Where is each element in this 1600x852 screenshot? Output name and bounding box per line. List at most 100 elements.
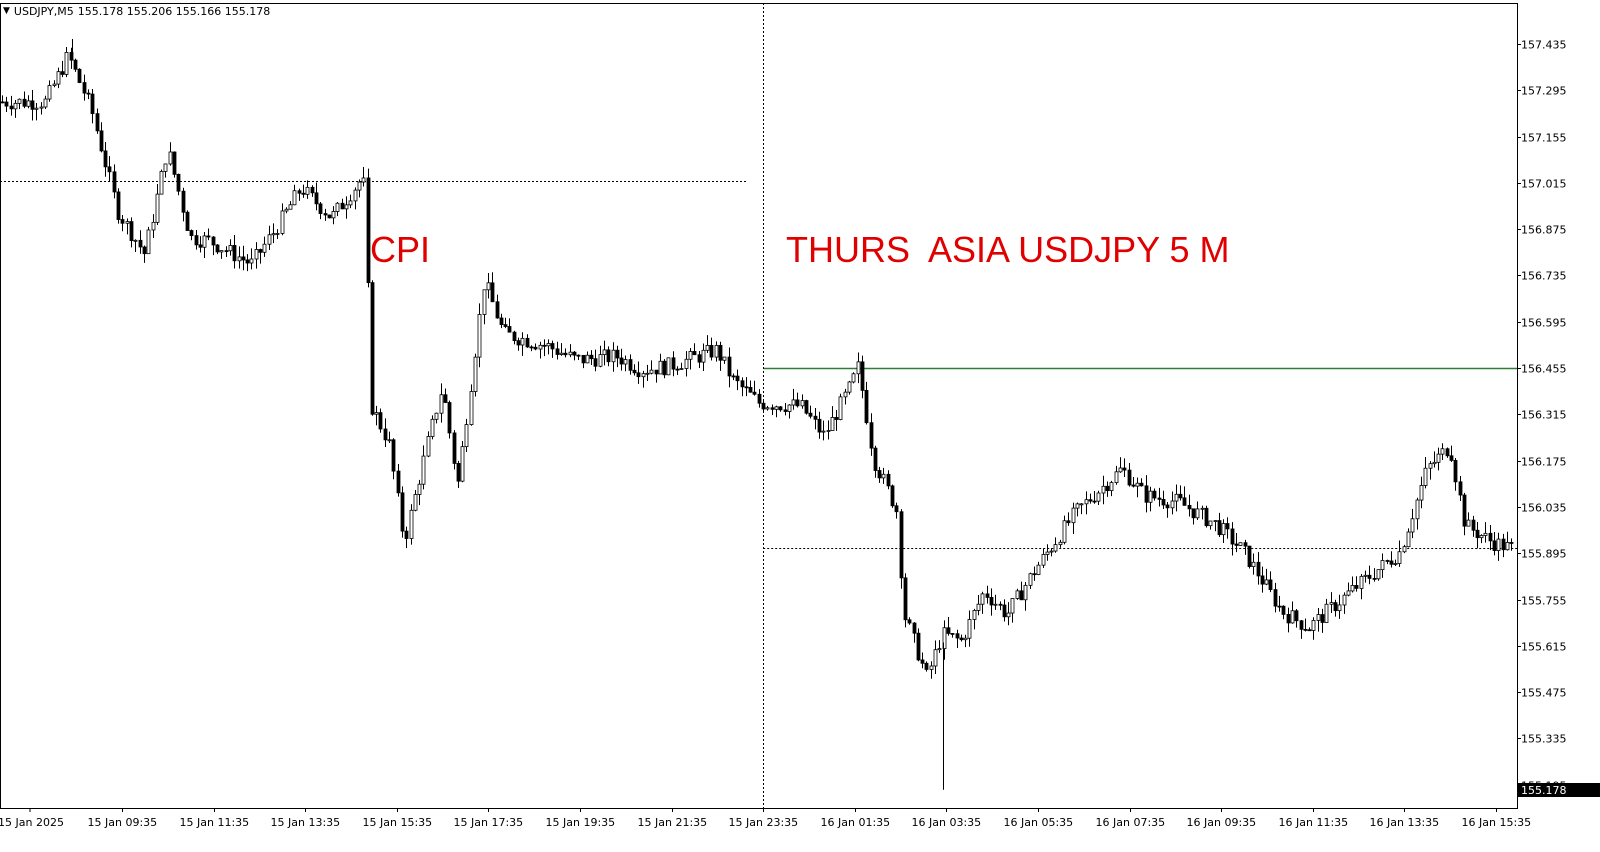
candle-body: [563, 352, 568, 356]
candle-body: [675, 368, 680, 371]
candle-body: [1294, 610, 1299, 622]
candle-body: [275, 233, 280, 235]
time-label: 15 Jan 2025: [0, 816, 64, 829]
candle-body: [1045, 551, 1050, 555]
candle-body: [202, 235, 207, 248]
candle-body: [830, 417, 835, 431]
candle-body: [1152, 490, 1157, 499]
candle-body: [804, 400, 809, 414]
candle-body: [1329, 602, 1334, 605]
candle-body: [1127, 469, 1132, 486]
candle-body: [912, 622, 917, 634]
price-label: 157.155: [1521, 132, 1567, 145]
candle-body: [1458, 481, 1463, 496]
candle-body: [890, 485, 895, 507]
candle-body: [1036, 564, 1041, 575]
candle-body: [950, 633, 955, 635]
candle-body: [881, 473, 886, 479]
candle-body: [443, 394, 448, 403]
candle-body: [1088, 499, 1093, 502]
candle-body: [946, 627, 951, 634]
candle-body: [107, 166, 112, 173]
candle-body: [288, 204, 293, 210]
session-annotation: THURS ASIA USDJPY 5 M: [786, 229, 1230, 270]
candle-body: [1436, 453, 1441, 463]
candle-body: [249, 258, 254, 264]
candle-body: [1062, 520, 1067, 543]
time-label: 16 Jan 07:35: [1096, 816, 1166, 829]
candle-body: [133, 239, 138, 242]
time-label: 16 Jan 09:35: [1187, 816, 1257, 829]
candle-body: [1023, 584, 1028, 601]
candle-body: [998, 603, 1003, 606]
candle-body: [34, 107, 39, 110]
candle-body: [1492, 540, 1497, 551]
candle-body: [267, 234, 272, 245]
candle-body: [688, 351, 693, 360]
candle-body: [1006, 612, 1011, 618]
candle-body: [525, 337, 530, 348]
candle-body: [1496, 538, 1501, 551]
candle-body: [598, 354, 603, 367]
candle-body: [1273, 589, 1278, 607]
candle-body: [1316, 614, 1321, 621]
candle-body: [1346, 590, 1351, 596]
candle-body: [1406, 531, 1411, 548]
candle-body: [1505, 542, 1510, 551]
candle-body: [727, 356, 732, 377]
candle-body: [460, 446, 465, 482]
candle-body: [64, 52, 69, 75]
candle-body: [778, 406, 783, 411]
candle-body: [1105, 485, 1110, 492]
candle-body: [159, 171, 164, 195]
candle-body: [1032, 573, 1037, 576]
candle-body: [1372, 578, 1377, 580]
candle-body: [1303, 628, 1308, 631]
candle-body: [120, 219, 125, 224]
candle-body: [658, 360, 663, 375]
time-label: 16 Jan 05:35: [1004, 816, 1074, 829]
candle-body: [980, 593, 985, 605]
candle-body: [826, 430, 831, 432]
candle-body: [976, 603, 981, 611]
candle-body: [52, 83, 57, 86]
candle-body: [335, 202, 340, 212]
candle-body: [241, 256, 246, 261]
price-label: 157.295: [1521, 85, 1567, 98]
candle-body: [1363, 574, 1368, 577]
candle-body: [1264, 579, 1269, 585]
candle-body: [1148, 490, 1153, 503]
candle-body: [649, 369, 654, 374]
candle-body: [1096, 492, 1101, 502]
candle-body: [60, 71, 65, 75]
candle-body: [258, 249, 263, 253]
candle-body: [611, 349, 616, 363]
price-label: 156.595: [1521, 317, 1567, 330]
candle-body: [740, 380, 745, 388]
candle-body: [1213, 520, 1218, 522]
chart-menu-triangle-icon[interactable]: ▼: [3, 6, 10, 16]
candle-body: [714, 344, 719, 358]
candle-body: [985, 593, 990, 598]
candle-body: [1217, 520, 1222, 536]
candle-body: [361, 177, 366, 183]
candle-body: [383, 428, 388, 441]
candle-body: [821, 430, 826, 433]
candle-body: [391, 439, 396, 472]
candle-body: [1299, 620, 1304, 630]
candle-body: [305, 186, 310, 195]
candle-body: [357, 181, 362, 191]
candle-body: [1071, 507, 1076, 524]
current-price-box: [1518, 783, 1600, 797]
candle-body: [576, 354, 581, 357]
candle-body: [1002, 604, 1007, 618]
candle-body: [808, 412, 813, 417]
candle-body: [538, 344, 543, 350]
candle-body: [1415, 499, 1420, 520]
candle-body: [1191, 508, 1196, 519]
candle-body: [189, 230, 194, 236]
candle-body: [366, 177, 371, 284]
candle-body: [955, 633, 960, 639]
candle-body: [1118, 467, 1123, 473]
